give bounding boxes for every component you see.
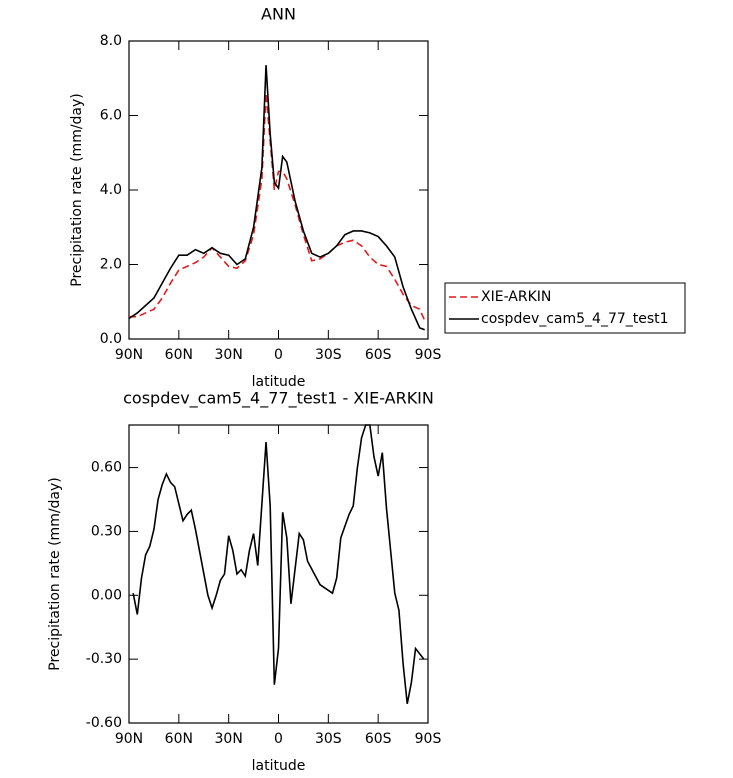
plot-frame xyxy=(128,40,429,340)
y-axis-label: Precipitation rate (mm/day) xyxy=(69,93,85,287)
y-tick-label: 0.30 xyxy=(91,523,122,539)
y-tick-label: -0.60 xyxy=(86,715,122,731)
x-tick-label: 90S xyxy=(415,347,442,363)
x-tick-label: 30S xyxy=(315,731,342,747)
data-line xyxy=(128,65,425,331)
data-line xyxy=(129,93,426,321)
x-tick-label: 30N xyxy=(215,347,243,363)
y-tick-label: 0.00 xyxy=(91,587,122,603)
x-tick-label: 60S xyxy=(365,347,392,363)
legend-box xyxy=(444,282,686,334)
y-tick-label: 0.60 xyxy=(91,460,122,476)
chart-title: cospdev_cam5_4_77_test1 - XIE-ARKIN xyxy=(123,389,434,409)
x-axis-label: latitude xyxy=(252,374,306,390)
legend-label: cospdev_cam5_4_77_test1 xyxy=(481,311,669,327)
x-tick-label: 60N xyxy=(165,731,193,747)
x-tick-label: 0 xyxy=(274,731,283,747)
y-tick-label: -0.30 xyxy=(86,651,122,667)
x-tick-label: 60S xyxy=(365,731,392,747)
chart-title: ANN xyxy=(261,5,296,24)
x-tick-label: 90N xyxy=(115,347,143,363)
y-tick-label: 0.0 xyxy=(100,331,122,347)
y-tick-label: 4.0 xyxy=(100,182,122,198)
x-tick-label: 60N xyxy=(165,347,193,363)
panel: cospdev_cam5_4_77_test1 - XIE-ARKIN latit… xyxy=(47,389,441,775)
legend-label: XIE-ARKIN xyxy=(481,289,551,305)
x-tick-label: 30N xyxy=(215,731,243,747)
x-tick-label: 0 xyxy=(274,347,283,363)
y-tick-label: 6.0 xyxy=(100,108,122,124)
x-axis-label: latitude xyxy=(252,758,306,774)
panel: ANN latitude Precipitation rate (mm/day) 0.… xyxy=(69,5,686,390)
y-tick-label: 2.0 xyxy=(100,257,122,273)
y-axis-label: Precipitation rate (mm/day) xyxy=(47,477,63,671)
x-tick-label: 90S xyxy=(415,731,442,747)
x-tick-label: 30S xyxy=(315,347,342,363)
x-tick-label: 90N xyxy=(115,731,143,747)
y-tick-label: 8.0 xyxy=(100,33,122,49)
data-line xyxy=(132,424,425,704)
